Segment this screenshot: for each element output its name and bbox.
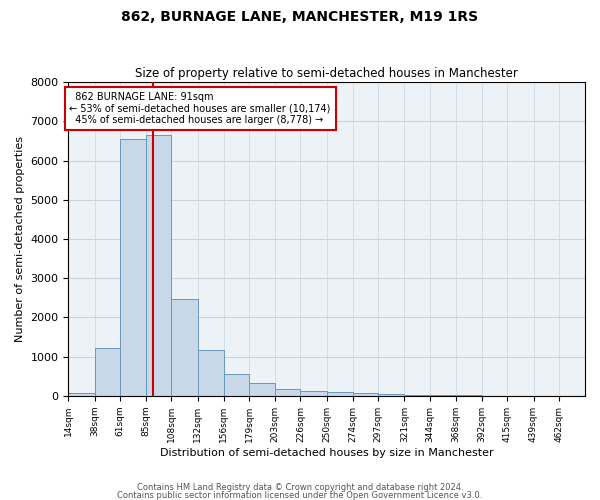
Bar: [120, 139, 146, 396]
Bar: [353, 393, 378, 396]
Bar: [301, 390, 327, 396]
Bar: [275, 389, 301, 396]
Text: 862, BURNAGE LANE, MANCHESTER, M19 1RS: 862, BURNAGE LANE, MANCHESTER, M19 1RS: [121, 10, 479, 24]
Bar: [224, 374, 249, 396]
X-axis label: Distribution of semi-detached houses by size in Manchester: Distribution of semi-detached houses by …: [160, 448, 494, 458]
Bar: [146, 135, 171, 396]
Bar: [68, 392, 95, 396]
Bar: [249, 384, 275, 396]
Bar: [95, 348, 120, 396]
Bar: [171, 299, 197, 396]
Text: Contains HM Land Registry data © Crown copyright and database right 2024.: Contains HM Land Registry data © Crown c…: [137, 484, 463, 492]
Bar: [378, 394, 404, 396]
Bar: [404, 395, 430, 396]
Bar: [327, 392, 353, 396]
Y-axis label: Number of semi-detached properties: Number of semi-detached properties: [15, 136, 25, 342]
Bar: [197, 350, 224, 396]
Text: Contains public sector information licensed under the Open Government Licence v3: Contains public sector information licen…: [118, 490, 482, 500]
Text: 862 BURNAGE LANE: 91sqm
← 53% of semi-detached houses are smaller (10,174)
  45%: 862 BURNAGE LANE: 91sqm ← 53% of semi-de…: [70, 92, 331, 125]
Title: Size of property relative to semi-detached houses in Manchester: Size of property relative to semi-detach…: [135, 66, 518, 80]
